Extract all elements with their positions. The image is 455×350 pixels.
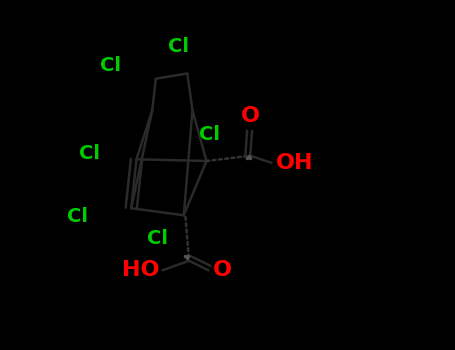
Text: Cl: Cl xyxy=(66,208,87,226)
Text: O: O xyxy=(241,106,260,126)
Text: Cl: Cl xyxy=(147,229,168,248)
Text: Cl: Cl xyxy=(79,145,100,163)
Text: O: O xyxy=(212,260,232,280)
Text: HO: HO xyxy=(122,260,159,280)
Text: Cl: Cl xyxy=(199,125,221,144)
Text: Cl: Cl xyxy=(100,56,121,75)
Text: OH: OH xyxy=(275,153,313,173)
Text: Cl: Cl xyxy=(168,37,189,56)
